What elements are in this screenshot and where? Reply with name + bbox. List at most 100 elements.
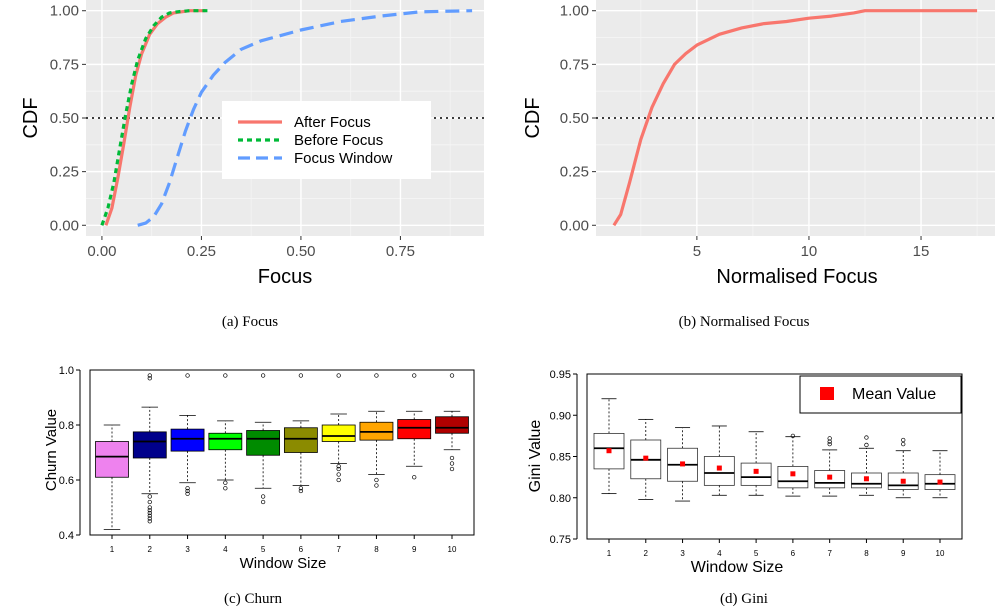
panel-d-legend-mean-marker xyxy=(820,387,834,400)
panel-d-y-axis-label: Gini Value xyxy=(527,420,544,493)
panel-b-caption: (b) Normalised Focus xyxy=(679,314,810,330)
c-outlier xyxy=(336,373,341,378)
panel-b-grid xyxy=(596,0,995,236)
c-outlier xyxy=(260,499,266,505)
d-outlier xyxy=(901,437,906,443)
d-outlier xyxy=(901,441,906,447)
c-box xyxy=(95,441,129,478)
b-x-tick-label: 15 xyxy=(913,243,930,260)
c-box xyxy=(170,428,205,452)
panel-c-y-axis-label: Churn Value xyxy=(43,409,60,491)
c-x-tick-label: 10 xyxy=(448,545,457,554)
panel-b-tick-labels: 0.00 0.25 0.50 0.75 1.00 5 10 15 xyxy=(560,3,930,260)
d-mean-marker xyxy=(753,468,759,474)
d-x-tick-label: 4 xyxy=(717,549,722,558)
a-y-tick-label: 1.00 xyxy=(50,3,79,20)
c-y-tick-label: 0.8 xyxy=(59,420,74,432)
d-mean-marker xyxy=(900,478,906,484)
d-outlier xyxy=(864,435,869,440)
c-x-tick-label: 1 xyxy=(110,545,115,554)
panel-d-legend: Mean Value xyxy=(799,375,962,414)
b-series-cdf xyxy=(612,9,978,227)
d-x-tick-label: 6 xyxy=(791,549,796,558)
c-box xyxy=(246,430,281,456)
c-x-tick-label: 6 xyxy=(299,545,304,554)
panel-d-legend-label: Mean Value xyxy=(852,386,936,403)
c-outlier xyxy=(185,488,190,494)
c-outlier xyxy=(147,499,152,505)
a-y-tick-label: 0.25 xyxy=(50,164,79,181)
a-y-tick-label: 0.75 xyxy=(50,56,79,73)
panel-a-tick-labels: 0.00 0.25 0.50 0.75 1.00 0.00 0.25 0.50 0.75 xyxy=(50,3,415,260)
d-outlier xyxy=(864,442,869,448)
c-box xyxy=(283,427,318,453)
panel-a-series xyxy=(100,9,473,227)
c-outlier xyxy=(449,373,455,378)
d-x-tick-label: 8 xyxy=(864,549,869,558)
c-outlier xyxy=(147,494,152,499)
panel-d-tick-labels: 0.75 0.80 0.85 0.90 0.95 1 2 3 4 5 6 7 8 9 10 xyxy=(550,369,945,558)
c-outlier xyxy=(298,373,304,378)
c-outlier xyxy=(336,477,341,483)
d-mean-marker xyxy=(827,474,833,480)
d-x-tick-label: 3 xyxy=(680,549,685,558)
c-outlier xyxy=(147,510,152,516)
panel-a-legend-label-before-focus: Before Focus xyxy=(294,132,383,149)
d-mean-marker xyxy=(680,461,686,467)
c-box xyxy=(321,424,356,442)
d-x-tick-label: 5 xyxy=(754,549,759,558)
d-box xyxy=(703,456,735,486)
c-outlier xyxy=(147,513,152,518)
b-y-tick-label: 0.25 xyxy=(560,164,589,181)
c-outlier xyxy=(147,373,152,378)
a-y-tick-label: 0.50 xyxy=(50,110,79,127)
d-mean-marker xyxy=(716,465,722,471)
c-outlier xyxy=(147,505,152,510)
b-x-tick-label: 10 xyxy=(801,243,818,260)
panel-a-focus-cdf: 0.00 0.25 0.50 0.75 1.00 0.00 0.25 0.50 0.75 Foc… xyxy=(20,0,484,330)
b-y-tick-label: 0.75 xyxy=(560,56,589,73)
c-outlier xyxy=(374,483,379,488)
c-box xyxy=(132,431,167,459)
c-box xyxy=(397,419,432,440)
c-y-tick-label: 1.0 xyxy=(59,365,74,377)
c-x-tick-label: 8 xyxy=(374,545,379,554)
a-series-focus-window xyxy=(137,9,473,227)
d-y-tick-label: 0.75 xyxy=(550,534,571,546)
d-y-tick-label: 0.80 xyxy=(550,493,571,505)
c-outlier xyxy=(260,494,266,499)
panel-a-y-axis-label: CDF xyxy=(20,97,42,138)
c-box xyxy=(435,416,469,434)
d-outlier xyxy=(827,441,832,447)
c-outlier xyxy=(147,519,152,524)
c-outlier xyxy=(449,455,455,461)
d-box xyxy=(777,465,809,489)
c-outlier xyxy=(223,373,228,378)
panel-c-plot-frame xyxy=(89,369,475,536)
d-x-tick-label: 10 xyxy=(936,549,945,558)
panel-d-x-axis-label: Window Size xyxy=(691,559,784,576)
c-outlier xyxy=(298,486,304,491)
b-x-tick-label: 5 xyxy=(693,243,701,260)
d-y-tick-label: 0.85 xyxy=(550,452,571,464)
c-outlier xyxy=(449,461,455,466)
c-outlier xyxy=(336,466,341,472)
d-y-tick-label: 0.95 xyxy=(550,369,571,381)
c-outlier xyxy=(185,486,190,491)
c-outlier xyxy=(336,472,341,477)
c-x-tick-label: 7 xyxy=(336,545,341,554)
d-mean-marker xyxy=(643,455,649,461)
d-outlier xyxy=(827,436,832,441)
panel-b-x-axis-label: Normalised Focus xyxy=(716,266,877,288)
panel-c-tick-labels: 0.4 0.6 0.8 1.0 1 2 3 4 5 6 7 8 9 10 xyxy=(59,365,457,554)
panel-b-normalised-focus-cdf: 0.00 0.25 0.50 0.75 1.00 5 10 15 Normalised Foc… xyxy=(522,0,995,330)
panel-a-x-axis-label: Focus xyxy=(258,266,312,288)
d-mean-marker xyxy=(606,448,612,454)
panel-c-boxes xyxy=(95,373,469,530)
panel-a-legend-label-focus-window: Focus Window xyxy=(294,150,393,167)
c-outlier xyxy=(336,464,341,469)
d-box xyxy=(740,462,772,486)
d-mean-marker xyxy=(790,471,796,477)
d-mean-marker xyxy=(937,479,943,485)
